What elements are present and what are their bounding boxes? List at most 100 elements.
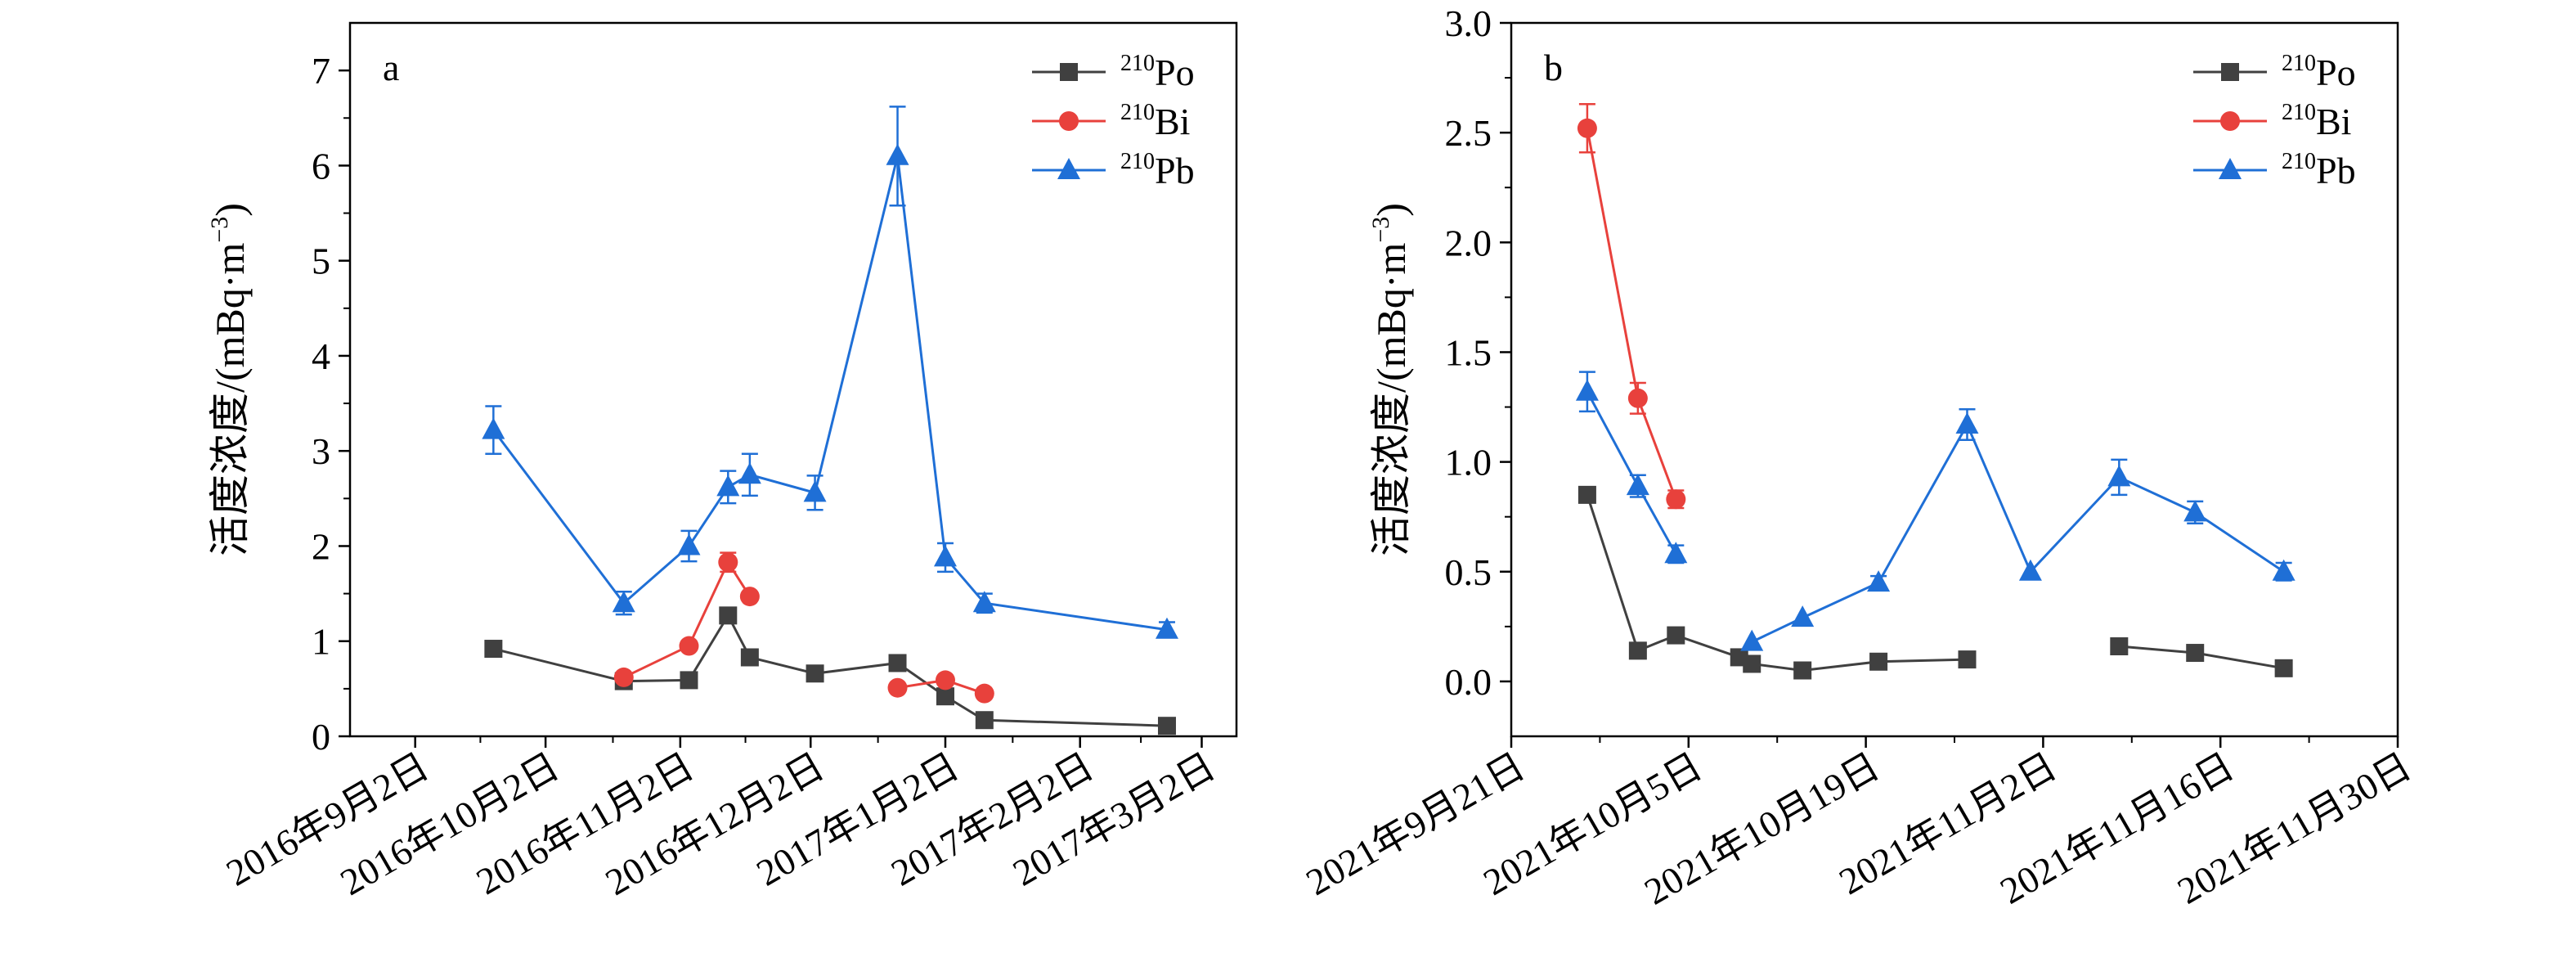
y-axis-title: 活度浓度/(mBq·m−3) [1367, 203, 1414, 556]
data-point [2018, 559, 2042, 581]
y-axis-title-close: ) [207, 203, 253, 217]
y-tick-label: 2 [312, 525, 330, 567]
chart-panel-b: 0.00.51.01.52.02.53.02021年9月21日2021年10月5… [1299, 2, 2418, 913]
data-point [1791, 605, 1815, 627]
legend-label: 210Bi [1120, 100, 1190, 142]
data-point [1867, 570, 1891, 592]
data-point [1155, 617, 1178, 639]
series-pb [482, 106, 1178, 639]
data-point [974, 683, 994, 704]
data-point [1743, 654, 1761, 673]
data-point [972, 591, 996, 613]
panel-label: a [383, 47, 399, 88]
data-point [1626, 474, 1649, 496]
data-point [740, 648, 759, 667]
series-line [623, 560, 752, 679]
y-tick-label: 2.5 [1445, 112, 1492, 154]
y-tick-label: 0.0 [1445, 661, 1492, 703]
y-tick-label: 7 [312, 50, 330, 92]
legend-label: 210Po [2282, 51, 2356, 93]
legend-marker [2220, 111, 2240, 131]
legend-label-base: Po [1155, 52, 1195, 93]
data-point [935, 670, 955, 690]
legend-label-sup: 210 [2282, 149, 2316, 174]
data-point [886, 143, 909, 165]
data-point [677, 533, 701, 555]
data-point [738, 462, 761, 484]
series-line [492, 155, 1168, 632]
data-point [719, 606, 738, 625]
legend-label-sup: 210 [1120, 100, 1155, 125]
y-tick-label: 4 [312, 335, 330, 377]
legend-label-sup: 210 [1120, 149, 1155, 174]
data-point [1869, 652, 1888, 671]
y-tick-label: 6 [312, 145, 330, 187]
legend-label-base: Bi [1155, 101, 1190, 142]
y-tick-label: 2.0 [1445, 222, 1492, 263]
data-point [933, 545, 957, 567]
x-tick-label: 2017年3月2日 [1006, 744, 1223, 893]
data-point [1793, 661, 1812, 680]
data-point [612, 591, 635, 613]
panel-label: b [1544, 47, 1563, 88]
series-line [492, 613, 1168, 727]
data-point [2274, 659, 2293, 677]
legend-label-sup: 210 [1120, 51, 1155, 76]
data-point [1577, 485, 1596, 504]
y-axis-title-sup: −3 [1367, 217, 1394, 243]
series-line [1586, 391, 1677, 555]
legend-label-base: Pb [1155, 150, 1195, 191]
data-point [679, 636, 699, 656]
data-point [2272, 559, 2296, 581]
series-bi [613, 551, 994, 704]
data-point [1664, 542, 1688, 564]
legend-marker [2221, 63, 2239, 81]
data-point [1628, 641, 1647, 660]
data-point [806, 664, 824, 683]
legend-label-base: Bi [2316, 101, 2351, 142]
data-point [2110, 636, 2129, 655]
series-line [1586, 128, 1677, 500]
data-point [739, 587, 760, 607]
data-point [716, 475, 740, 497]
y-tick-label: 0 [312, 716, 330, 758]
series-po [484, 606, 1176, 735]
series-bi [1577, 103, 1686, 510]
data-point [2183, 500, 2207, 522]
x-tick-label: 2016年12月2日 [599, 744, 831, 903]
series-line [1751, 421, 2285, 643]
legend-label: 210Bi [2282, 100, 2351, 142]
legend-label-sup: 210 [2282, 100, 2316, 125]
data-point [2186, 644, 2205, 663]
data-point [1666, 489, 1686, 510]
legend-label: 210Pb [2282, 149, 2356, 191]
y-tick-label: 1.5 [1445, 331, 1492, 373]
data-point [1955, 412, 1979, 434]
y-axis-title-main: 活度浓度/(mBq·m [207, 243, 253, 556]
plot-frame [1510, 21, 2399, 738]
legend-label-base: Po [2316, 52, 2356, 93]
data-point [803, 480, 827, 502]
series-po [1577, 485, 2293, 680]
legend-label: 210Po [1120, 51, 1195, 93]
data-point [1577, 118, 1597, 138]
series-pb [1575, 371, 2296, 651]
data-point [887, 677, 908, 698]
x-tick-label: 2016年10月2日 [334, 744, 566, 903]
legend-label: 210Pb [1120, 149, 1195, 191]
legend-marker [1060, 63, 1078, 81]
legend-marker [1057, 158, 1080, 179]
data-point [680, 671, 698, 690]
y-axis-title-sup: −3 [206, 217, 233, 243]
data-point [1740, 629, 1764, 651]
y-axis-title-close: ) [1368, 203, 1414, 217]
data-point [1575, 379, 1599, 401]
y-tick-label: 1 [312, 621, 330, 663]
y-axis-title-main: 活度浓度/(mBq·m [1368, 243, 1414, 556]
y-tick-label: 1.0 [1445, 442, 1492, 483]
data-point [936, 687, 954, 706]
data-point [1157, 717, 1176, 735]
data-point [888, 654, 907, 672]
data-point [1627, 388, 1648, 408]
